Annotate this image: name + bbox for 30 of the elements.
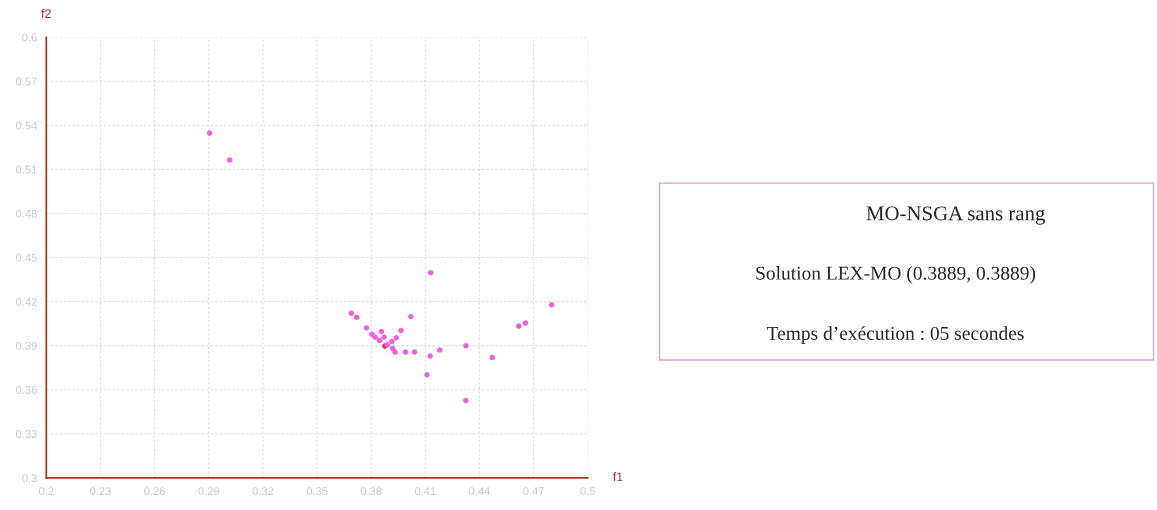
point	[522, 320, 529, 326]
point	[353, 314, 360, 320]
point	[411, 349, 418, 355]
point	[402, 349, 409, 355]
point	[348, 310, 355, 317]
point	[363, 325, 370, 331]
point	[378, 328, 385, 335]
point	[427, 269, 434, 276]
point	[424, 371, 430, 378]
point	[389, 338, 395, 345]
text: Temps d’exécution : 05 secondes	[766, 326, 1024, 344]
point	[226, 157, 233, 163]
point	[548, 302, 555, 308]
point	[516, 323, 522, 329]
point	[462, 397, 469, 404]
y-axis-title: f2	[41, 8, 51, 18]
point	[398, 327, 404, 334]
point	[489, 354, 496, 361]
point	[393, 335, 400, 341]
point	[427, 353, 433, 359]
x-axis-title: f1	[612, 472, 623, 482]
point	[436, 347, 443, 353]
point	[376, 337, 383, 344]
text: Solution LEX-MO (0.3889, 0.3889)	[756, 266, 1036, 284]
point	[392, 349, 398, 355]
point	[408, 313, 414, 320]
point	[463, 342, 469, 349]
text: MO-NSGA sans rang	[866, 206, 1045, 225]
point	[206, 130, 213, 136]
point	[381, 334, 387, 340]
